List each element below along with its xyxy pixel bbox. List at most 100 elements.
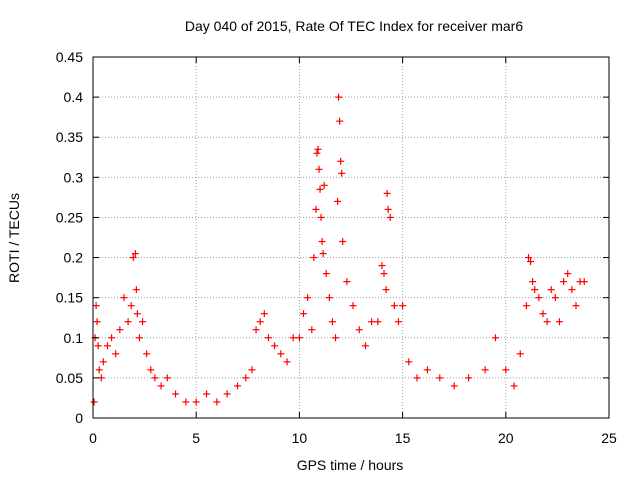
data-point [361, 342, 369, 350]
data-point [95, 366, 103, 374]
data-point [378, 262, 386, 270]
data-point [135, 334, 143, 342]
data-point [525, 254, 533, 262]
data-point [568, 286, 576, 294]
data-point [555, 318, 563, 326]
data-point [260, 310, 268, 318]
data-points [90, 93, 588, 406]
data-point [349, 302, 357, 310]
data-point [129, 254, 137, 262]
data-point [157, 382, 165, 390]
y-tick-label: 0 [75, 410, 83, 426]
data-point [399, 302, 407, 310]
data-point [203, 390, 211, 398]
data-point [289, 334, 297, 342]
data-point [491, 334, 499, 342]
data-point [522, 302, 530, 310]
data-point [133, 310, 141, 318]
data-point [313, 149, 321, 157]
data-point [131, 250, 139, 258]
data-point [386, 213, 394, 221]
data-point [312, 205, 320, 213]
y-tick-label: 0.4 [64, 89, 84, 105]
data-point [223, 390, 231, 398]
data-point [335, 93, 343, 101]
data-point [99, 358, 107, 366]
data-point [318, 238, 326, 246]
y-tick-label: 0.45 [56, 49, 83, 65]
data-point [192, 398, 200, 406]
data-point [92, 302, 100, 310]
data-point [120, 294, 128, 302]
data-point [127, 302, 135, 310]
data-point [322, 270, 330, 278]
data-point [315, 165, 323, 173]
data-point [516, 350, 524, 358]
data-point [337, 157, 345, 165]
data-point [450, 382, 458, 390]
chart-title: Day 040 of 2015, Rate Of TEC Index for r… [185, 18, 523, 34]
x-tick-label: 5 [192, 430, 200, 446]
data-point [143, 350, 151, 358]
y-tick-label: 0.35 [56, 129, 83, 145]
data-point [547, 286, 555, 294]
data-point [112, 350, 120, 358]
data-point [325, 294, 333, 302]
data-point [316, 185, 324, 193]
data-point [328, 318, 336, 326]
data-point [277, 350, 285, 358]
data-point [271, 342, 279, 350]
y-tick-label: 0.2 [64, 250, 84, 266]
data-point [384, 205, 392, 213]
x-tick-label: 15 [395, 430, 411, 446]
data-point [310, 254, 318, 262]
data-point [383, 189, 391, 197]
data-point [233, 382, 241, 390]
data-point [380, 270, 388, 278]
data-point [213, 398, 221, 406]
data-point [368, 318, 376, 326]
data-point [535, 294, 543, 302]
data-point [580, 278, 588, 286]
y-tick-label: 0.25 [56, 209, 83, 225]
data-point [531, 286, 539, 294]
data-point [300, 310, 308, 318]
data-point [572, 302, 580, 310]
data-point [304, 294, 312, 302]
data-point [295, 334, 303, 342]
data-point [248, 366, 256, 374]
data-point [163, 374, 171, 382]
data-point [394, 318, 402, 326]
y-axis-label: ROTI / TECUs [6, 193, 22, 283]
data-point [343, 278, 351, 286]
data-point [139, 318, 147, 326]
data-point [390, 302, 398, 310]
data-point [252, 326, 260, 334]
data-point [374, 318, 382, 326]
y-tick-label: 0.15 [56, 290, 83, 306]
data-point [151, 374, 159, 382]
data-point [283, 358, 291, 366]
data-point [436, 374, 444, 382]
data-point [124, 318, 132, 326]
data-point [332, 334, 340, 342]
data-point [510, 382, 518, 390]
x-tick-label: 20 [498, 430, 514, 446]
data-point [339, 238, 347, 246]
data-point [336, 117, 344, 125]
data-point [338, 169, 346, 177]
data-point [355, 326, 363, 334]
data-point [116, 326, 124, 334]
axis-ticks: 0 5 10 15 20 25 0 0.05 0.1 0.15 0.2 0.25 0.3 0.35 0.4 0… [56, 49, 617, 446]
data-point [103, 342, 111, 350]
data-point [317, 213, 325, 221]
data-point [502, 366, 510, 374]
plot-frame [92, 56, 610, 419]
data-point [264, 334, 272, 342]
data-point [465, 374, 473, 382]
data-point [182, 398, 190, 406]
data-point [147, 366, 155, 374]
data-point [543, 318, 551, 326]
data-point [132, 286, 140, 294]
